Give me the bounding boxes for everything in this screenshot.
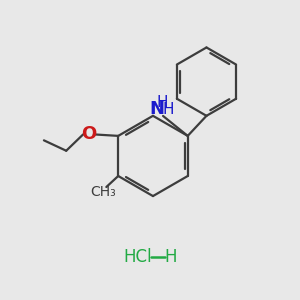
Text: H: H bbox=[165, 248, 177, 266]
Text: O: O bbox=[81, 125, 96, 143]
Text: N: N bbox=[149, 100, 164, 118]
Text: H: H bbox=[162, 102, 174, 117]
Text: CH₃: CH₃ bbox=[91, 185, 116, 200]
Text: H: H bbox=[156, 95, 168, 110]
Text: HCl: HCl bbox=[124, 248, 152, 266]
